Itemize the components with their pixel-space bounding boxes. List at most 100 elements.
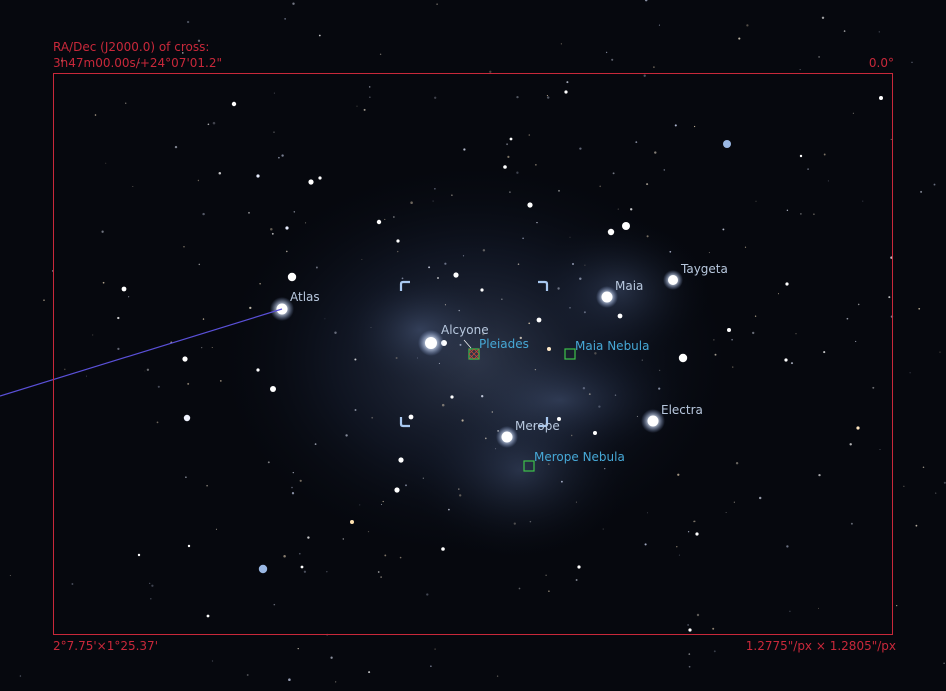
- faint-star: [273, 92, 275, 94]
- faint-star: [909, 372, 911, 374]
- faint-star: [212, 121, 216, 125]
- faint-star: [105, 162, 107, 164]
- star: [879, 96, 883, 100]
- faint-star: [117, 347, 120, 351]
- faint-star: [461, 419, 464, 422]
- faint-star: [219, 380, 222, 382]
- faint-star: [379, 53, 382, 56]
- faint-star: [459, 343, 462, 346]
- star: [231, 101, 237, 107]
- faint-star: [519, 336, 522, 340]
- star: [480, 288, 484, 292]
- faint-star: [444, 304, 446, 306]
- faint-star: [744, 246, 747, 248]
- faint-star: [890, 138, 892, 140]
- faint-star: [286, 250, 288, 253]
- faint-star: [546, 96, 550, 99]
- faint-star: [789, 610, 791, 613]
- faint-star: [101, 230, 104, 233]
- faint-star: [575, 501, 577, 503]
- faint-star: [491, 411, 493, 413]
- faint-star: [823, 351, 826, 354]
- star: [450, 395, 454, 399]
- faint-star: [693, 520, 696, 523]
- faint-star: [807, 168, 809, 171]
- dso-label-pleiades: Pleiades: [479, 337, 529, 351]
- medium-stars: [121, 90, 883, 632]
- faint-star: [569, 306, 571, 309]
- faint-star: [862, 200, 864, 202]
- faint-star: [60, 59, 64, 62]
- selection-pointer: [399, 280, 549, 428]
- faint-star: [571, 262, 575, 266]
- faint-star: [441, 403, 445, 407]
- faint-star: [588, 393, 591, 396]
- faint-star: [458, 309, 460, 312]
- faint-star: [307, 536, 310, 539]
- faint-star: [599, 185, 601, 188]
- faint-star: [713, 339, 715, 341]
- faint-star: [128, 296, 130, 298]
- faint-star: [855, 340, 857, 342]
- faint-star: [732, 366, 734, 368]
- faint-star: [197, 39, 201, 42]
- faint-star: [438, 362, 440, 364]
- faint-star: [602, 528, 604, 530]
- faint-star: [687, 624, 689, 626]
- star: [617, 313, 623, 319]
- star: [137, 553, 141, 557]
- faint-star: [377, 571, 380, 573]
- faint-star: [903, 485, 905, 487]
- faint-star: [731, 338, 733, 341]
- faint-star: [315, 266, 318, 269]
- star: [258, 564, 268, 574]
- faint-star: [918, 307, 921, 310]
- faint-star: [273, 603, 276, 606]
- faint-star: [367, 531, 370, 533]
- faint-star: [401, 277, 404, 280]
- faint-star: [641, 359, 643, 361]
- faint-star: [644, 543, 647, 546]
- faint-star: [137, 61, 140, 64]
- faint-star: [516, 95, 519, 99]
- taygeta-star: [668, 275, 678, 285]
- faint-star: [380, 503, 383, 505]
- faint-star: [198, 263, 201, 266]
- faint-star: [566, 81, 569, 84]
- faint-star: [635, 141, 638, 144]
- faint-star: [273, 131, 275, 133]
- faint-star: [102, 281, 105, 284]
- faint-star: [777, 293, 780, 295]
- faint-star: [246, 674, 249, 676]
- star: [182, 356, 188, 362]
- faint-star: [259, 283, 261, 285]
- faint-star: [517, 263, 520, 265]
- faint-star: [582, 387, 586, 390]
- faint-star: [605, 51, 608, 54]
- faint-star: [71, 583, 74, 585]
- faint-star: [395, 357, 398, 359]
- faint-star: [434, 648, 436, 650]
- faint-star: [305, 222, 307, 224]
- faint-star: [363, 108, 366, 111]
- faint-star: [534, 368, 537, 371]
- faint-star: [207, 123, 210, 126]
- dso-label-maia-nebula: Maia Nebula: [575, 339, 649, 353]
- faint-star: [202, 212, 205, 216]
- faint-star: [484, 437, 487, 440]
- faint-star: [545, 574, 547, 576]
- faint-star: [654, 151, 657, 154]
- faint-star: [507, 155, 510, 159]
- pleiades-pointer-tick: [463, 339, 472, 349]
- faint-star: [86, 375, 87, 377]
- star: [287, 272, 297, 282]
- faint-star: [817, 607, 819, 609]
- dso-markers: [463, 339, 576, 472]
- faint-star: [267, 461, 270, 464]
- faint-star: [746, 24, 749, 27]
- faint-star: [334, 331, 337, 335]
- faint-star: [677, 473, 680, 476]
- faint-star: [579, 147, 582, 150]
- faint-star: [939, 351, 941, 353]
